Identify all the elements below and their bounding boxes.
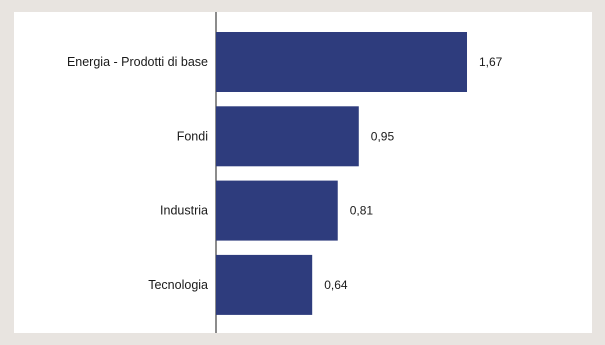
bar-1 [216,106,359,167]
category-label-1: Fondi [177,129,208,143]
bar-0 [216,32,468,92]
value-label-0: 1,67 [479,55,503,69]
chart-panel: Energia - Prodotti di base 1,67 Fondi 0,95 I… [14,12,592,333]
value-label-3: 0,64 [324,278,348,292]
category-label-2: Industria [160,204,208,218]
bar-3 [216,254,313,315]
bar-2 [216,180,338,241]
bars-group: Energia - Prodotti di base 1,67 Fondi 0,95 I… [67,32,503,315]
value-label-1: 0,95 [371,129,395,143]
category-label-0: Energia - Prodotti di base [67,55,208,69]
bar-chart: Energia - Prodotti di base 1,67 Fondi 0,95 I… [67,12,503,333]
category-label-3: Tecnologia [148,278,208,292]
value-label-2: 0,81 [350,204,374,218]
